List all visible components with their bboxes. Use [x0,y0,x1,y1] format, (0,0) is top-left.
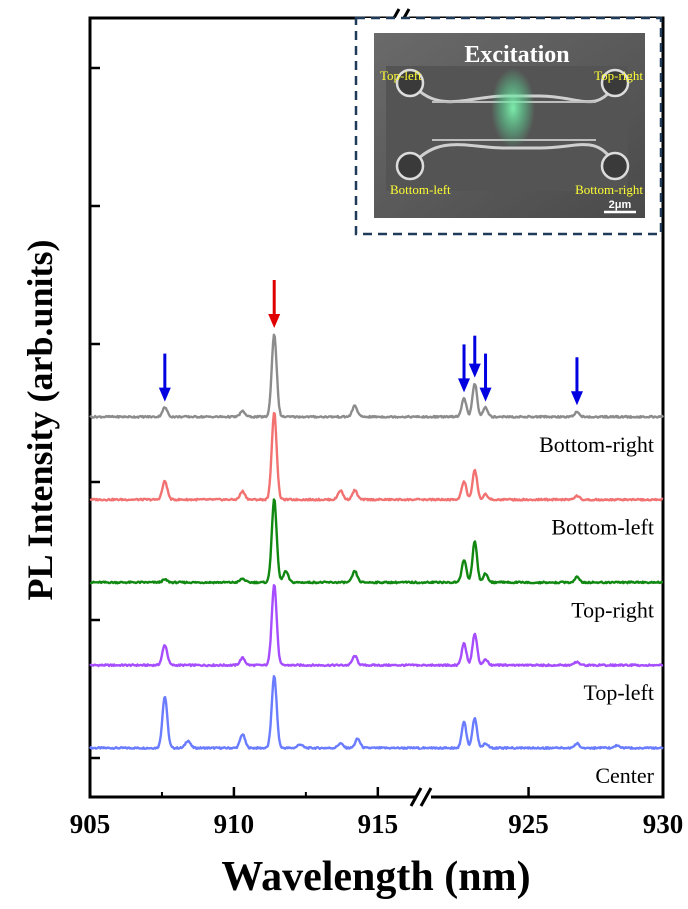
series-line-center [88,675,664,750]
curve-label-center: Center [595,763,654,788]
ring-top-right [600,68,630,98]
inset-label-bottom-right: Bottom-right [575,182,643,197]
x-tick-label: 905 [70,809,111,839]
inset-label-top-left: Top-left [380,68,422,83]
arrow-group [158,280,583,406]
waveguide-lower [412,143,616,165]
series-line-top-left [89,584,664,668]
peak-arrow [458,344,471,393]
axis-break-bottom [409,787,433,807]
curve-labels: Center Top-left Top-right Bottom-left Bottom… [539,432,655,788]
peak-arrow [158,353,171,402]
scale-bar-label: 2μm [609,199,632,211]
inset-label-top-right: Top-right [594,68,643,83]
curve-label-top-left: Top-left [583,680,654,705]
x-tick-label: 930 [643,809,684,839]
series-group [88,333,665,750]
x-axis-title: Wavelength (nm) [221,854,530,900]
x-tick-label: 925 [508,809,549,839]
x-tick-label: 915 [358,809,399,839]
curve-label-bottom-right: Bottom-right [539,432,654,457]
ring-bottom-right [600,151,630,181]
series-line-bottom-right [89,333,665,419]
ticks-group: 905 910 915 925 930 [70,66,684,839]
peak-arrow [468,335,481,378]
inset-label-bottom-left: Bottom-left [390,182,451,197]
y-axis-title: PL Intensity (arb.units) [20,239,60,600]
series-line-bottom-left [89,411,664,502]
peak-arrow [479,353,492,402]
curve-label-top-right: Top-right [571,597,654,622]
peak-arrow [268,280,281,328]
ring-top-left [395,68,425,98]
curve-label-bottom-left: Bottom-left [551,515,654,540]
excitation-spot [491,68,535,148]
inset-panel: Excitation Top-left Top-right Bottom-lef… [354,16,663,236]
series-line-top-right [89,498,664,585]
peak-arrow [570,357,583,406]
ring-bottom-left [395,151,425,181]
inset-title: Excitation [464,42,569,68]
x-tick-label: 910 [214,809,255,839]
